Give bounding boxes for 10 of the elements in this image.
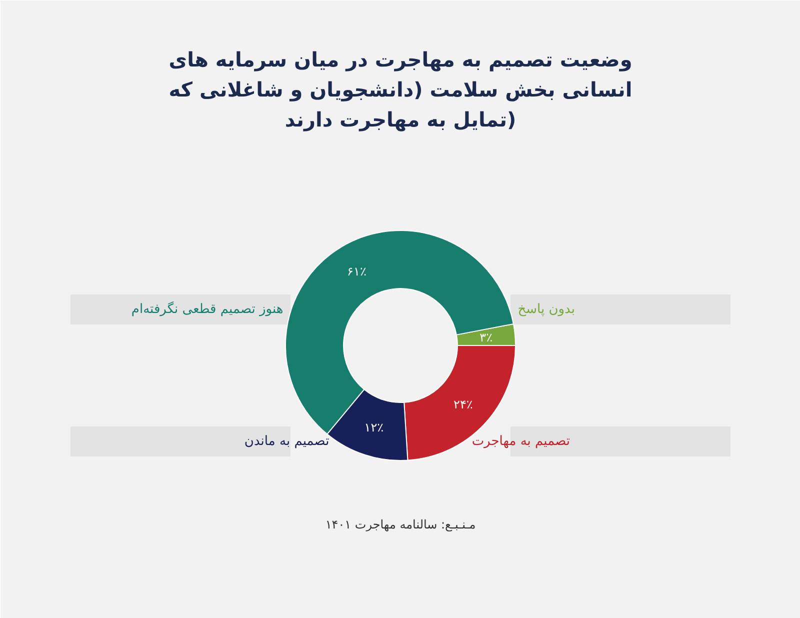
data-label: ۱۲٪ <box>364 420 384 434</box>
data-label: ۲۴٪ <box>454 397 473 412</box>
data-label: ۶۱٪ <box>347 264 366 278</box>
text: مـنـبـع: سالنامه مهاجرت ۱۴۰۱ <box>325 518 476 532</box>
slice-label: تصمیم به ماندن <box>244 434 330 449</box>
slice-label: تصمیم به مهاجرت <box>472 434 570 449</box>
chart-title: وضعیت تصمیم به مهاجرت در میان سرمایه های انسانی بخش سلامت (دانشجویان و شاغلانی که تمایل به مهاجرت دارند) <box>168 48 632 132</box>
slice-label: بدون پاسخ <box>518 302 575 317</box>
data-label: ۳٪ <box>480 330 493 344</box>
slice-label: هنوز تصمیم قطعی نگرفته‌ام <box>131 301 284 317</box>
